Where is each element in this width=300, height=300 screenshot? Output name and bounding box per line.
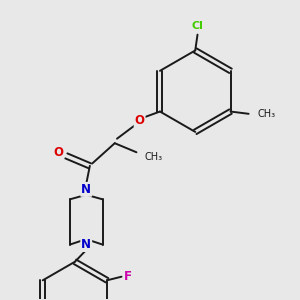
Text: Cl: Cl — [192, 21, 203, 31]
Text: CH₃: CH₃ — [144, 152, 162, 162]
Text: N: N — [81, 183, 91, 196]
Text: F: F — [124, 270, 132, 283]
Text: N: N — [81, 238, 91, 251]
Text: O: O — [135, 114, 145, 127]
Text: CH₃: CH₃ — [258, 109, 276, 119]
Text: O: O — [53, 146, 63, 159]
